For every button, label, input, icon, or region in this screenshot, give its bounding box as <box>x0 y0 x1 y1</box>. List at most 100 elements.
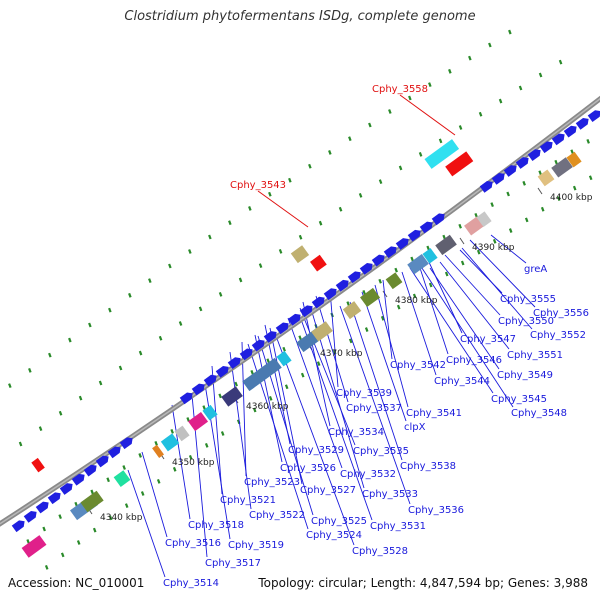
blue-connector <box>409 267 494 394</box>
blue-gene-label: Cphy_3546 <box>446 355 502 366</box>
ruler-tick <box>298 234 303 240</box>
blue-connector <box>469 239 536 308</box>
gene-arrow <box>311 296 325 309</box>
ruler-tick <box>68 337 72 343</box>
blue-gene-label: Cphy_3518 <box>188 520 244 531</box>
upper-feature <box>424 139 460 169</box>
feature-block <box>188 411 209 432</box>
kbp-tick <box>459 237 465 245</box>
gene-arrow <box>47 492 61 505</box>
blue-gene-label: Cphy_3550 <box>498 316 554 327</box>
feature-block <box>221 386 243 407</box>
blue-gene-label: Cphy_3547 <box>460 334 516 345</box>
gene-arrow <box>95 455 109 468</box>
ruler-tick <box>188 249 192 254</box>
ruler-tick <box>338 206 343 212</box>
blue-gene-label: Cphy_3536 <box>408 505 464 516</box>
red-gene-label: Cphy_3543 <box>230 180 286 191</box>
blue-gene-label: Cphy_3526 <box>280 463 336 474</box>
ruler-tick <box>92 527 97 533</box>
blue-connector <box>329 289 339 388</box>
blue-gene-label: greA <box>524 264 547 275</box>
gene-arrow <box>71 473 85 486</box>
ruler-tick <box>468 55 472 61</box>
ruler-tick <box>362 290 366 295</box>
gene-arrow <box>215 365 229 378</box>
topology-summary: Topology: circular; Length: 4,847,594 bp… <box>258 576 588 590</box>
gene-arrow <box>419 221 433 234</box>
gene-features <box>11 110 600 558</box>
feature-block <box>202 404 218 421</box>
blue-connector <box>171 404 191 520</box>
gene-arrow <box>287 313 301 326</box>
feature-block <box>435 234 457 256</box>
ruler-tick <box>188 454 193 460</box>
ruler-tick <box>346 301 350 307</box>
red-gene-label: Cphy_3558 <box>372 84 428 95</box>
ruler-tick <box>394 267 398 273</box>
gene-arrow <box>551 133 565 146</box>
blue-connector <box>490 234 527 264</box>
genome-title: Clostridium phytofermentans ISDg, comple… <box>124 9 476 24</box>
ruler-tick <box>554 159 558 165</box>
ruler-tick <box>538 72 543 78</box>
ruler-tick <box>412 293 417 299</box>
gene-arrow <box>119 437 133 450</box>
ruler-tick <box>308 163 312 169</box>
blue-connector <box>444 254 501 316</box>
ruler-tick <box>522 180 526 186</box>
blue-gene-label: Cphy_3545 <box>491 394 547 405</box>
gene-arrow <box>575 117 589 130</box>
ruler-tick <box>76 540 81 545</box>
ruler-tick <box>140 491 145 496</box>
ruler-tick <box>48 352 52 358</box>
gene-arrow <box>191 383 205 396</box>
ruler-tick <box>266 358 270 364</box>
ruler-tick <box>204 443 209 448</box>
ruler-tick <box>444 271 449 277</box>
upper-feature <box>445 151 474 177</box>
ruler-tick <box>74 501 78 507</box>
gene-arrow <box>383 246 397 259</box>
ruler-tick <box>348 136 352 142</box>
ruler-tick <box>88 322 92 328</box>
gene-arrow <box>395 238 409 250</box>
ruler-tick <box>506 191 510 197</box>
gene-arrow <box>515 157 529 169</box>
ruler-tick <box>316 361 321 367</box>
ruler-tick <box>198 306 203 312</box>
gene-arrow <box>59 483 73 495</box>
kbp-label: 4400 kbp <box>550 193 593 203</box>
feature-block <box>566 151 582 168</box>
blue-connector <box>127 469 166 578</box>
blue-gene-label: Cphy_3529 <box>288 445 344 456</box>
ruler-tick <box>300 372 305 378</box>
upper-feature <box>310 254 327 272</box>
blue-connector <box>401 271 437 376</box>
ruler-tick <box>220 431 225 436</box>
blue-gene-label: Cphy_3549 <box>497 370 553 381</box>
gene-arrow <box>275 322 289 335</box>
ruler-tick <box>508 228 513 233</box>
ruler-tick <box>318 220 323 226</box>
ruler-tick <box>58 514 62 519</box>
ruler-tick <box>442 234 446 240</box>
ruler-tick <box>380 315 385 321</box>
blue-gene-label: Cphy_3541 <box>406 408 462 419</box>
ruler-tick <box>158 335 163 341</box>
ruler-tick <box>26 539 30 544</box>
ruler-tick <box>448 68 452 74</box>
kbp-label: 4350 kbp <box>172 458 215 468</box>
gene-arrow <box>11 520 25 533</box>
ruler-tick <box>524 217 529 223</box>
ruler-tick <box>58 410 63 416</box>
ruler-tick <box>558 59 563 65</box>
ruler-tick <box>250 370 254 375</box>
gene-arrow <box>107 446 121 459</box>
gene-arrow <box>203 374 217 387</box>
gene-arrow <box>83 464 97 477</box>
ruler-tick <box>208 234 212 240</box>
ruler-tick <box>178 321 183 326</box>
gene-arrow <box>335 279 349 292</box>
blue-gene-label: Cphy_3532 <box>340 469 396 480</box>
